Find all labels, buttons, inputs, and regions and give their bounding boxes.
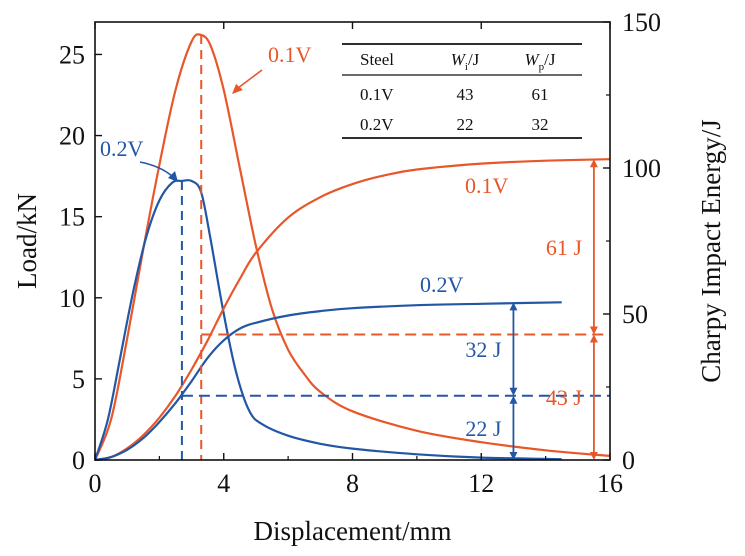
table-header-0: Steel [360,50,394,69]
inset-table: Steel Wi/J Wp/J 0.1V 43 61 0.2V 22 32 [342,43,582,139]
table-cell-r0c0: 0.1V [360,85,394,104]
y-tick-label: 5 [72,365,85,394]
bracket-arrow-bottom [589,326,598,335]
energy-bracket-61-J: 61 J [546,159,598,335]
x-tick-label: 0 [89,469,102,498]
bracket-arrow-top [509,302,518,311]
y2-tick-label: 150 [622,8,661,37]
bracket-arrow-bottom [509,387,518,396]
y-axis-label: Load/kN [12,193,42,289]
y2-tick-label: 50 [622,300,648,329]
y-tick-label: 20 [59,122,85,151]
series-energy-02V-line [94,301,562,462]
series-load-02V-line [93,178,562,461]
y2-axis-label: Charpy Impact Energy/J [696,119,726,382]
bracket-arrow-top [509,395,518,404]
x-tick-label: 4 [217,469,230,498]
bracket-arrow-bottom [589,452,598,460]
table-cell-r1c2: 32 [532,115,549,134]
label-load-0.1V: 0.1V [268,42,312,67]
x-tick-label: 8 [346,469,359,498]
series-energy-01V-line [94,158,611,462]
x-tick-label: 12 [468,469,494,498]
y2-tick-label: 0 [622,446,635,475]
table-header-2: Wp/J [524,50,555,73]
energy-bracket-43-J: 43 J [546,334,598,460]
table-cell-r1c0: 0.2V [360,115,394,134]
label-energy-0.1V: 0.1V [465,173,509,198]
bracket-arrow-bottom [509,452,518,460]
bracket-label: 43 J [546,385,583,410]
y-tick-label: 25 [59,40,85,69]
energy-bracket-32-J: 32 J [465,302,518,396]
pointer-load-0.1V [237,69,263,89]
table-cell-r0c2: 61 [532,85,549,104]
y-tick-label: 0 [72,446,85,475]
pointer-head-load-0.2V [168,171,178,182]
table-header-1: Wi/J [451,50,480,73]
pointer-load-0.2V [139,161,173,177]
table-cell-r0c1: 43 [457,85,474,104]
pointer-head-load-0.1V [232,84,243,94]
y-tick-label: 10 [59,284,85,313]
axes-layer: Displacement/mm Load/kN Charpy Impact En… [12,8,726,546]
bracket-arrow-top [589,159,598,168]
label-load-0.2V: 0.2V [100,136,144,161]
energy-bracket-22-J: 22 J [465,395,518,460]
x-axis-label: Displacement/mm [254,516,452,546]
table-cell-r1c1: 22 [457,115,474,134]
bracket-label: 32 J [465,337,502,362]
x-tick-label: 16 [597,469,623,498]
y2-tick-label: 100 [622,154,661,183]
plot-layer: 61 J 43 J 32 J 22 J 0.1V 0.2V 0.1V 0.2V [93,33,611,462]
y-tick-label: 15 [59,203,85,232]
bracket-arrow-top [589,334,598,343]
bracket-label: 61 J [546,235,583,260]
bracket-label: 22 J [465,416,502,441]
label-energy-0.2V: 0.2V [420,272,464,297]
